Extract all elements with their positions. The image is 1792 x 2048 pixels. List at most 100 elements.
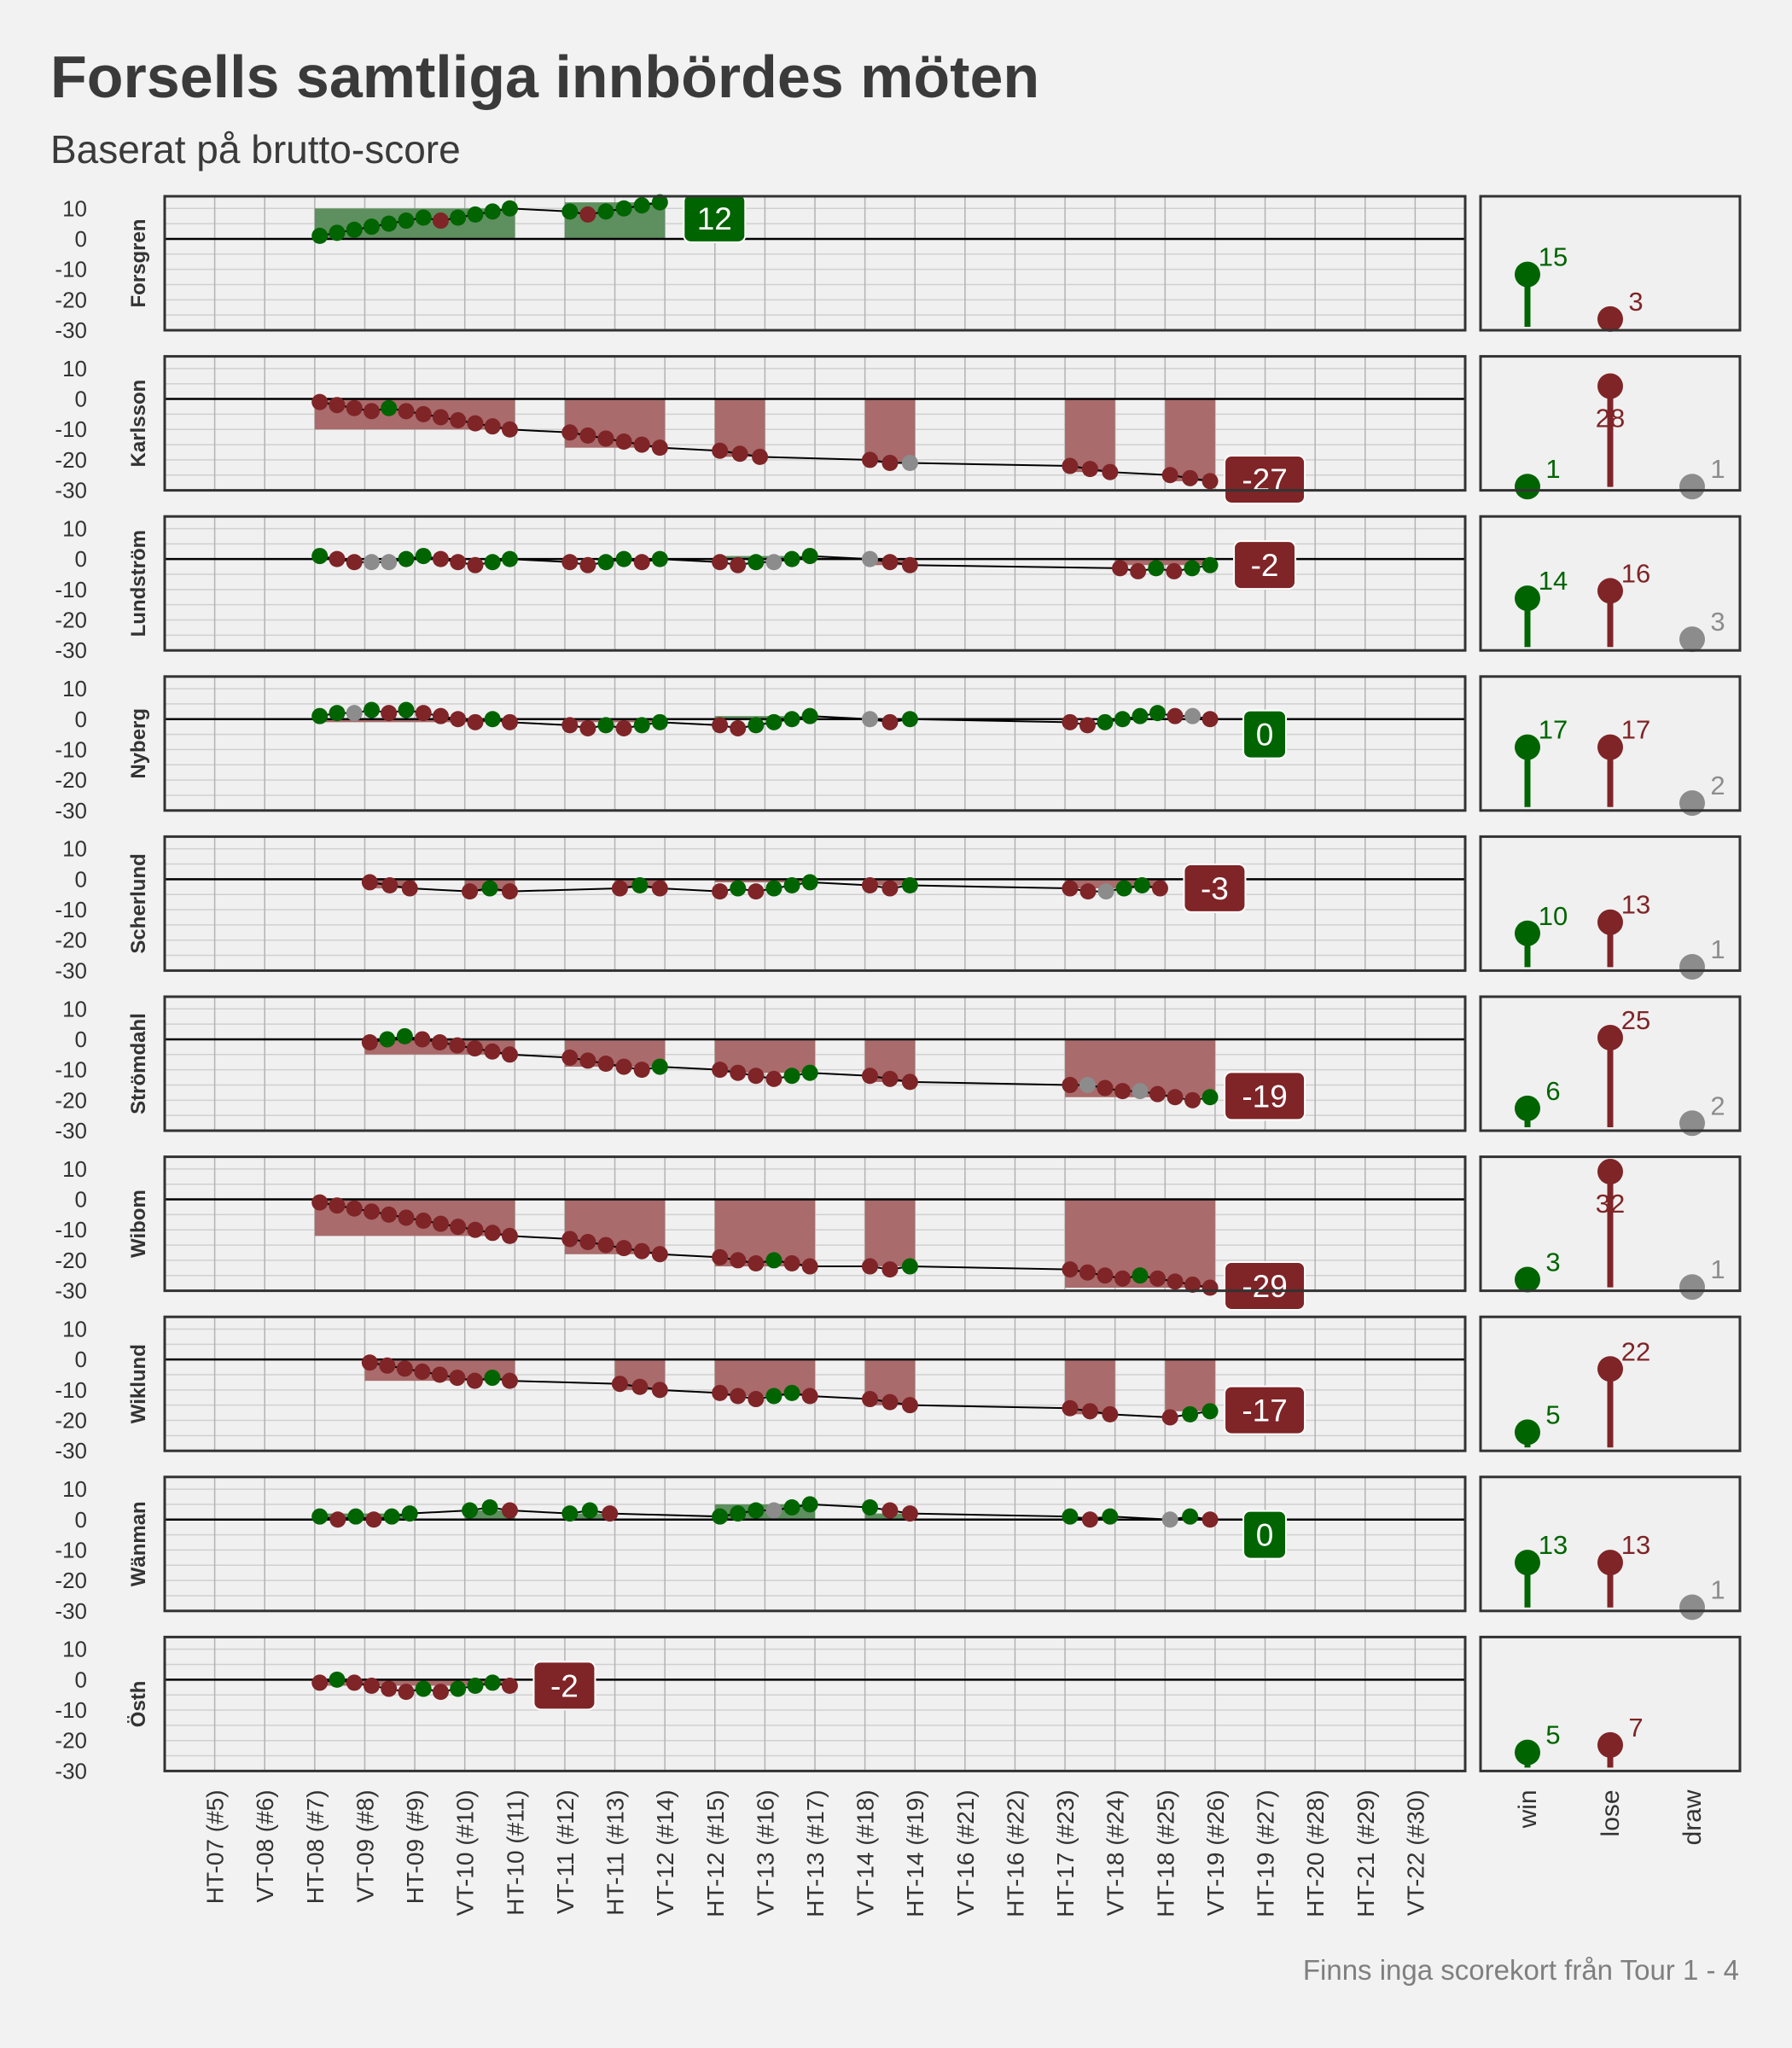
data-point — [712, 883, 729, 900]
data-point — [450, 209, 467, 226]
data-point — [415, 209, 432, 226]
chart-caption: Finns inga scorekort från Tour 1 - 4 — [1302, 1954, 1739, 1986]
data-point — [432, 409, 449, 426]
result-count-label: 17 — [1539, 715, 1568, 745]
result-count-label: 6 — [1545, 1076, 1560, 1106]
data-point — [432, 1684, 449, 1701]
data-point — [501, 713, 518, 730]
y-tick-label: -20 — [55, 928, 87, 953]
final-score-box — [532, 1661, 596, 1711]
data-point — [801, 1064, 818, 1081]
y-tick-label: -20 — [55, 287, 87, 312]
data-point — [1081, 1511, 1098, 1528]
data-point — [561, 203, 579, 220]
data-point — [1132, 1267, 1149, 1284]
data-point — [579, 206, 596, 223]
y-tick-label: 10 — [62, 1316, 87, 1341]
result-count-label: 7 — [1628, 1713, 1643, 1743]
data-point — [1062, 1261, 1079, 1278]
result-panel-border — [1479, 835, 1742, 972]
data-point — [597, 1056, 614, 1072]
y-tick-label: -10 — [55, 897, 87, 922]
data-point — [861, 876, 878, 893]
data-point — [481, 1498, 498, 1516]
result-lollipop-head — [1515, 1095, 1540, 1121]
y-tick-label: -20 — [55, 1248, 87, 1273]
data-point — [901, 1258, 918, 1275]
data-point — [415, 1680, 432, 1697]
y-tick-label: 10 — [62, 195, 87, 221]
y-tick-label: -30 — [55, 798, 87, 823]
result-lollipop-head — [1515, 474, 1540, 500]
data-point — [651, 713, 668, 730]
data-point — [901, 556, 918, 573]
data-point — [1114, 711, 1131, 728]
result-lollipop-head — [1597, 734, 1623, 760]
panel-name: Karlsson — [127, 380, 150, 468]
result-panel-border — [1479, 995, 1742, 1132]
data-point — [346, 1674, 363, 1691]
data-point — [615, 550, 632, 567]
data-point — [329, 1511, 346, 1528]
data-point — [462, 883, 479, 900]
panel-scherlund: -3 10 0 -10 -20 -30 Scherlund 10 13 1 — [55, 835, 1742, 983]
result-count-label: 16 — [1621, 558, 1650, 588]
data-point — [651, 880, 668, 897]
data-point — [381, 215, 398, 232]
y-tick-label: 0 — [75, 1507, 87, 1533]
y-tick-label: -10 — [55, 1057, 87, 1083]
data-point — [633, 1242, 650, 1260]
x-tick-label: VT-08 (#6) — [252, 1789, 278, 1902]
data-point — [501, 550, 518, 567]
data-point — [1148, 560, 1165, 577]
data-point — [597, 554, 614, 571]
result-lollipop-head — [1597, 909, 1623, 935]
data-point — [748, 554, 765, 571]
score-shade — [714, 556, 815, 560]
result-count-label: 1 — [1710, 1574, 1725, 1604]
data-point — [467, 415, 484, 432]
data-point — [783, 1254, 800, 1271]
data-point — [415, 1213, 432, 1230]
result-count-label: 1 — [1710, 1254, 1725, 1284]
x-tick-label: VT-16 (#21) — [952, 1789, 979, 1916]
data-point — [1201, 556, 1219, 573]
x-tick-label: HT-09 (#9) — [402, 1789, 428, 1904]
data-point — [381, 554, 398, 571]
score-shade — [314, 719, 515, 723]
data-point — [484, 1043, 501, 1060]
data-point — [801, 1496, 818, 1513]
data-point — [1081, 461, 1098, 478]
data-point — [1079, 717, 1096, 734]
data-point — [467, 206, 484, 223]
final-score-box — [683, 193, 747, 243]
result-lollipop-head — [1515, 1550, 1540, 1576]
data-point — [311, 707, 329, 724]
result-panel-border — [1479, 1315, 1742, 1452]
result-panel-border — [1479, 675, 1742, 812]
result-count-label: 3 — [1628, 287, 1643, 317]
result-tick-label: lose — [1597, 1789, 1625, 1836]
data-point — [861, 1258, 878, 1275]
data-point — [602, 1505, 619, 1522]
y-tick-label: -20 — [55, 1568, 87, 1593]
data-point — [398, 1209, 415, 1226]
y-tick-label: 0 — [75, 387, 87, 412]
panel-forsgren: 12 10 0 -10 -20 -30 Forsgren 15 3 — [55, 193, 1742, 343]
x-tick-label: HT-11 (#13) — [602, 1789, 629, 1915]
result-tick-label: draw — [1679, 1789, 1707, 1845]
data-point — [748, 1391, 765, 1408]
data-point — [1079, 1076, 1096, 1093]
y-tick-label: -30 — [55, 1118, 87, 1143]
score-shade — [1165, 399, 1215, 481]
y-tick-label: 0 — [75, 226, 87, 252]
data-point — [481, 880, 498, 897]
result-lollipop-head — [1679, 626, 1705, 653]
data-point — [1184, 560, 1201, 577]
result-count-label: 2 — [1710, 1091, 1725, 1120]
data-point — [861, 1391, 878, 1408]
data-point — [1132, 707, 1149, 724]
y-tick-label: -20 — [55, 767, 87, 793]
data-point — [398, 212, 415, 230]
